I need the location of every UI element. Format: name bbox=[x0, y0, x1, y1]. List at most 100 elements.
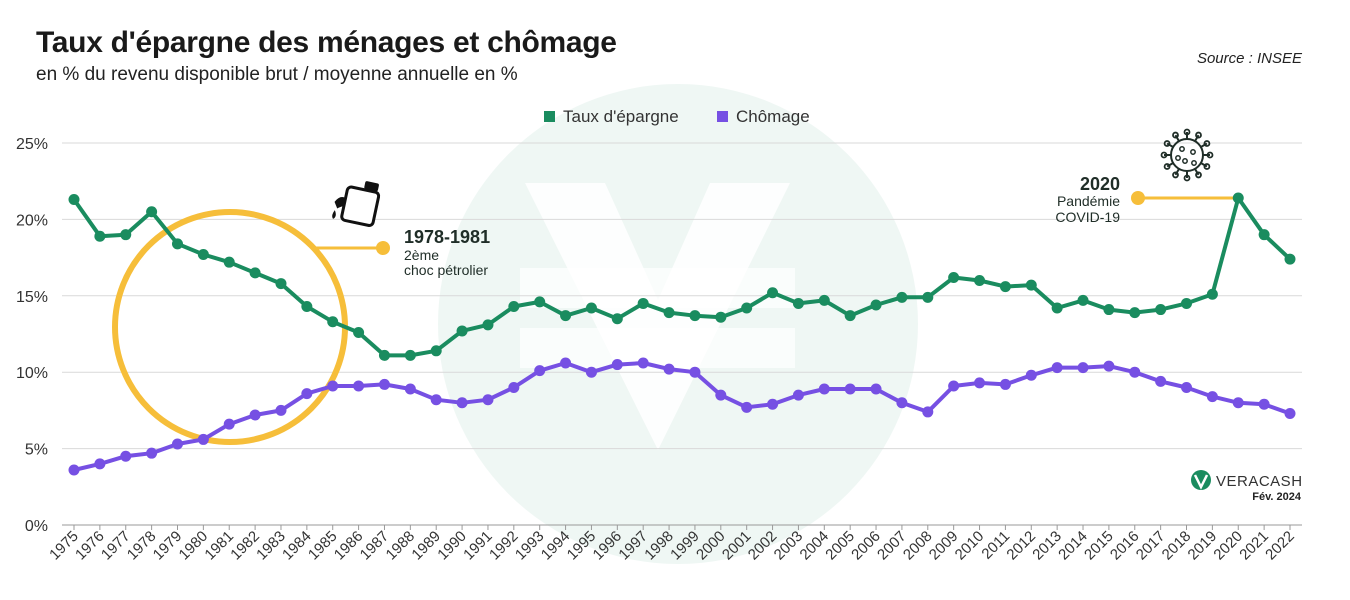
covid-year: 2020 bbox=[1080, 174, 1120, 194]
data-point-unemployment bbox=[999, 378, 1011, 390]
data-point-savings bbox=[741, 302, 753, 314]
covid-marker bbox=[1131, 191, 1145, 205]
y-tick-label: 15% bbox=[16, 289, 48, 306]
y-tick-label: 20% bbox=[16, 212, 48, 229]
data-point-savings bbox=[378, 349, 390, 361]
data-point-unemployment bbox=[896, 397, 908, 409]
data-point-savings bbox=[818, 294, 830, 306]
data-point-unemployment bbox=[663, 363, 675, 375]
data-point-unemployment bbox=[1077, 362, 1089, 374]
data-point-savings bbox=[456, 325, 468, 337]
data-point-unemployment bbox=[922, 406, 934, 418]
data-point-savings bbox=[171, 238, 183, 250]
data-point-savings bbox=[1103, 304, 1115, 316]
data-point-savings bbox=[896, 291, 908, 303]
data-point-unemployment bbox=[560, 357, 572, 369]
data-point-unemployment bbox=[637, 357, 649, 369]
x-tick-label: 2022 bbox=[1262, 528, 1298, 564]
data-point-unemployment bbox=[1258, 398, 1270, 410]
legend-label-savings: Taux d'épargne bbox=[563, 107, 679, 126]
data-point-unemployment bbox=[741, 401, 753, 413]
data-point-unemployment bbox=[223, 418, 235, 430]
data-point-savings bbox=[146, 206, 158, 218]
data-point-unemployment bbox=[1232, 397, 1244, 409]
data-point-savings bbox=[767, 287, 779, 299]
data-point-unemployment bbox=[94, 458, 106, 470]
source-note: Source : INSEE bbox=[1196, 50, 1302, 67]
data-point-savings bbox=[404, 349, 416, 361]
data-point-unemployment bbox=[844, 383, 856, 395]
oil-shock-label-2: choc pétrolier bbox=[404, 262, 488, 278]
legend-swatch-savings bbox=[544, 111, 555, 122]
oil-shock-annotation: 1978-1981 2ème choc pétrolier bbox=[112, 181, 490, 445]
data-point-savings bbox=[1284, 253, 1296, 265]
data-point-savings bbox=[1129, 307, 1141, 319]
veracash-watermark-icon bbox=[438, 84, 918, 564]
data-point-savings bbox=[715, 311, 727, 323]
y-tick-label: 10% bbox=[16, 365, 48, 382]
data-point-unemployment bbox=[818, 383, 830, 395]
data-point-savings bbox=[508, 300, 520, 312]
data-point-savings bbox=[585, 302, 597, 314]
oil-can-icon bbox=[332, 181, 381, 227]
branding: VERACASH Fév. 2024 bbox=[1191, 470, 1303, 503]
data-point-savings bbox=[974, 275, 986, 287]
data-point-savings bbox=[327, 316, 339, 328]
data-point-savings bbox=[1077, 294, 1089, 306]
data-point-unemployment bbox=[249, 409, 261, 421]
data-point-unemployment bbox=[301, 388, 313, 400]
data-point-savings bbox=[999, 281, 1011, 293]
data-point-unemployment bbox=[948, 380, 960, 392]
data-point-unemployment bbox=[327, 380, 339, 392]
data-point-savings bbox=[1181, 297, 1193, 309]
data-point-savings bbox=[68, 194, 80, 206]
data-point-unemployment bbox=[456, 397, 468, 409]
data-point-savings bbox=[663, 307, 675, 319]
data-point-unemployment bbox=[715, 389, 727, 401]
data-point-unemployment bbox=[870, 383, 882, 395]
data-point-savings bbox=[249, 267, 261, 279]
data-point-savings bbox=[534, 296, 546, 308]
data-point-savings bbox=[430, 345, 442, 357]
data-point-unemployment bbox=[508, 381, 520, 393]
data-point-savings bbox=[120, 229, 132, 241]
brand-name: VERACASH bbox=[1216, 473, 1303, 490]
data-point-savings bbox=[792, 297, 804, 309]
oil-shock-label-1: 2ème bbox=[404, 247, 439, 263]
data-point-savings bbox=[1155, 304, 1167, 316]
data-point-savings bbox=[689, 310, 701, 322]
data-point-unemployment bbox=[430, 394, 442, 406]
data-point-unemployment bbox=[1103, 360, 1115, 372]
data-point-unemployment bbox=[146, 447, 158, 459]
data-point-unemployment bbox=[792, 389, 804, 401]
covid-annotation: 2020 Pandémie COVID-19 bbox=[1055, 128, 1237, 225]
data-point-unemployment bbox=[1206, 391, 1218, 403]
brand-date: Fév. 2024 bbox=[1252, 491, 1302, 503]
data-point-savings bbox=[482, 319, 494, 331]
data-point-savings bbox=[1258, 229, 1270, 241]
data-point-unemployment bbox=[1181, 381, 1193, 393]
legend: Taux d'épargne Chômage bbox=[544, 107, 810, 126]
data-point-unemployment bbox=[120, 450, 132, 462]
data-point-savings bbox=[1206, 288, 1218, 300]
data-point-unemployment bbox=[275, 404, 287, 416]
covid-label-1: Pandémie bbox=[1057, 193, 1120, 209]
data-point-savings bbox=[611, 313, 623, 325]
covid-label-2: COVID-19 bbox=[1055, 209, 1120, 225]
y-tick-label: 0% bbox=[25, 518, 48, 535]
data-point-savings bbox=[1232, 192, 1244, 204]
data-point-savings bbox=[197, 249, 209, 261]
data-point-savings bbox=[870, 299, 882, 311]
data-point-unemployment bbox=[689, 366, 701, 378]
data-point-savings bbox=[1051, 302, 1063, 314]
data-point-unemployment bbox=[767, 398, 779, 410]
x-tick-label: 2011 bbox=[978, 528, 1013, 563]
data-point-savings bbox=[844, 310, 856, 322]
data-point-unemployment bbox=[1129, 366, 1141, 378]
data-point-unemployment bbox=[1051, 362, 1063, 374]
data-point-unemployment bbox=[68, 464, 80, 476]
data-point-unemployment bbox=[197, 433, 209, 445]
data-point-unemployment bbox=[611, 359, 623, 371]
virus-icon bbox=[1160, 128, 1214, 182]
